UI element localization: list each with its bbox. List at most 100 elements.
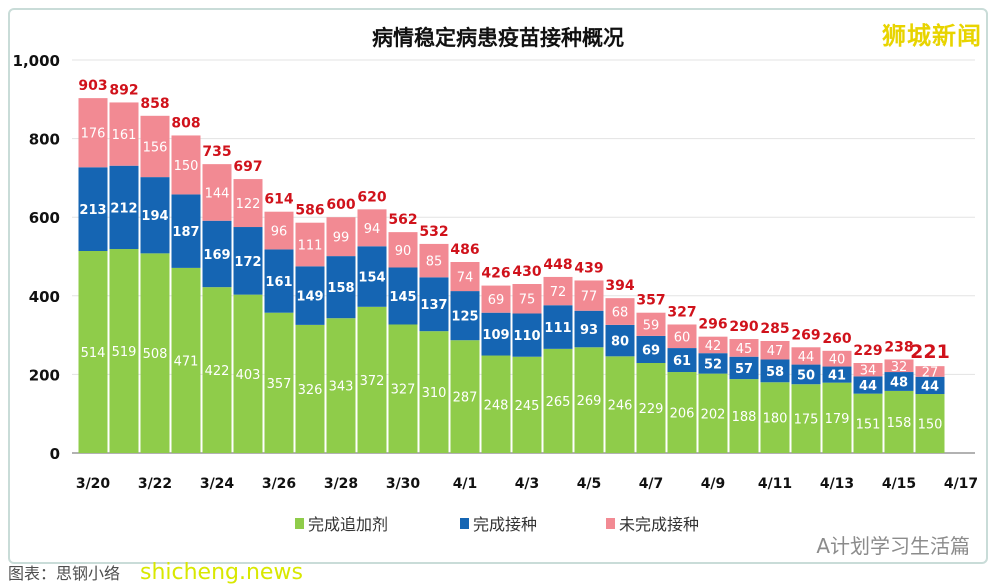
bar-segment-1 [419,331,449,453]
x-tick-label: 3/30 [386,476,421,492]
bar-segment-1 [233,294,263,453]
segment-value-label: 213 [79,203,106,218]
y-tick-label: 400 [29,288,60,306]
segment-value-label: 90 [395,244,412,259]
x-tick-label: 4/5 [577,476,602,492]
bar-segment-1 [140,253,170,453]
segment-value-label: 60 [674,330,691,345]
segment-value-label: 149 [296,290,323,305]
bar-segment-1 [512,356,542,453]
bar-segment-1 [202,287,232,453]
bar-segment-2 [264,249,294,313]
segment-value-label: 161 [265,275,292,290]
segment-value-label: 111 [544,321,571,336]
wechat-watermark: A计划学习生活篇 [816,534,970,558]
segment-value-label: 202 [701,407,726,422]
bar-segment-2 [760,359,790,383]
segment-value-label: 403 [236,368,261,383]
bar-segment-3 [233,179,263,228]
segment-value-label: 68 [612,306,629,321]
x-tick-label: 3/26 [262,476,296,492]
x-tick-label: 4/15 [882,476,916,492]
bar-segment-2 [915,376,945,395]
segment-value-label: 245 [515,399,540,414]
segment-value-label: 50 [797,368,815,383]
segment-value-label: 27 [922,365,939,380]
total-label: 290 [729,319,758,335]
bar-segment-3 [202,164,232,221]
total-label: 532 [419,224,448,240]
bar-segment-2 [295,266,325,325]
segment-value-label: 206 [670,407,695,422]
bar-segment-3 [822,350,852,367]
bar-segment-3 [636,312,666,336]
bar-segment-2 [512,313,542,357]
bar-segment-3 [326,217,356,257]
bar-segment-3 [512,284,542,314]
bar-segment-1 [884,390,914,453]
total-label: 285 [760,321,789,337]
segment-value-label: 41 [828,369,846,384]
segment-value-label: 110 [513,329,540,344]
bar-segment-2 [791,364,821,385]
bar-segment-1 [450,340,480,453]
segment-value-label: 75 [519,293,536,308]
segment-value-label: 229 [639,402,664,417]
segment-value-label: 94 [364,222,381,237]
chart-caption: 图表：思钢小络 [8,564,121,583]
segment-value-label: 96 [271,225,288,240]
segment-value-label: 471 [174,354,199,369]
segment-value-label: 125 [451,310,478,325]
bar-segment-2 [171,194,201,268]
bar-segment-1 [791,384,821,453]
bar-segment-3 [264,211,294,250]
segment-value-label: 179 [825,412,850,427]
bar-segment-2 [574,310,604,348]
total-label: 697 [233,159,262,175]
bar-segment-3 [543,276,573,306]
segment-value-label: 154 [358,271,385,286]
segment-value-label: 188 [732,410,757,425]
segment-value-label: 172 [234,255,261,270]
segment-value-label: 151 [856,417,881,432]
x-tick-label: 4/1 [453,476,478,492]
segment-value-label: 74 [457,271,474,286]
segment-value-label: 150 [918,418,943,433]
bar-segment-1 [388,324,418,453]
segment-value-label: 80 [611,335,629,350]
segment-value-label: 57 [735,362,753,377]
segment-value-label: 514 [81,346,106,361]
bar-segment-3 [760,340,790,360]
bar-segment-2 [419,277,449,332]
total-label: 238 [884,339,913,355]
segment-value-label: 58 [766,365,784,380]
segment-value-label: 47 [767,344,784,359]
total-label: 296 [698,317,727,333]
bar-segment-2 [78,167,108,251]
bar-segment-3 [698,336,728,354]
segment-value-label: 180 [763,412,788,427]
bar-segment-1 [481,355,511,453]
bar-segment-3 [450,262,480,292]
segment-value-label: 109 [482,328,509,343]
bar-segment-1 [698,373,728,453]
total-label: 269 [791,327,820,343]
total-label: 229 [853,343,882,359]
x-tick-label: 4/17 [944,476,978,492]
bar-segment-2 [140,177,170,254]
segment-value-label: 212 [110,201,137,216]
segment-value-label: 422 [205,364,230,379]
segment-value-label: 326 [298,383,323,398]
bar-segment-1 [357,306,387,453]
segment-value-label: 32 [891,360,908,375]
total-label: 735 [202,144,231,160]
segment-value-label: 158 [887,416,912,431]
bar-segment-2 [667,348,697,373]
bar-segment-2 [884,372,914,391]
total-label: 892 [109,82,138,98]
segment-value-label: 69 [488,293,505,308]
x-tick-label: 3/28 [324,476,358,492]
segment-value-label: 246 [608,399,633,414]
bar-segment-3 [853,363,883,377]
